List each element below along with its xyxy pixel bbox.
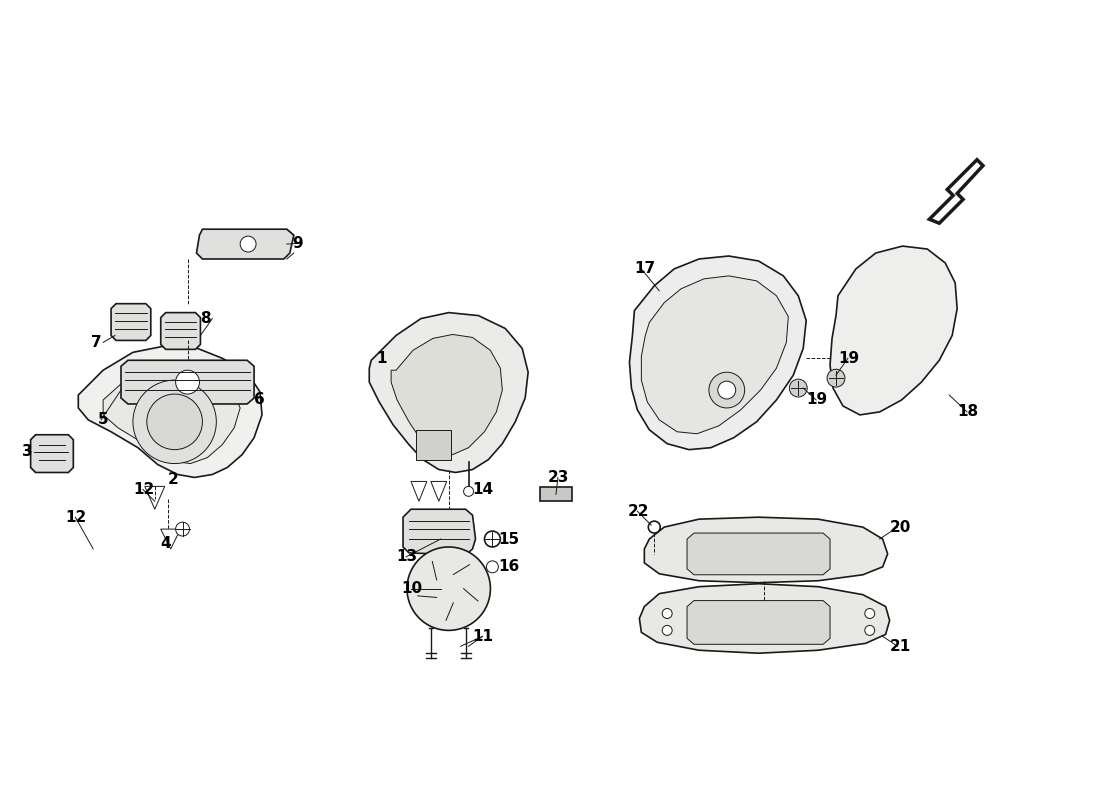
Polygon shape xyxy=(416,430,451,459)
Text: 23: 23 xyxy=(548,470,570,485)
Polygon shape xyxy=(540,487,572,502)
Polygon shape xyxy=(78,346,262,478)
Polygon shape xyxy=(411,482,427,502)
Circle shape xyxy=(662,609,672,618)
Circle shape xyxy=(240,236,256,252)
Text: 17: 17 xyxy=(635,262,656,277)
Text: 8: 8 xyxy=(200,311,211,326)
Polygon shape xyxy=(645,517,888,582)
Circle shape xyxy=(463,486,473,496)
Circle shape xyxy=(865,626,874,635)
Circle shape xyxy=(708,372,745,408)
Text: 14: 14 xyxy=(473,482,494,497)
Circle shape xyxy=(176,522,189,536)
Circle shape xyxy=(176,370,199,394)
Text: 10: 10 xyxy=(402,581,422,596)
Text: 11: 11 xyxy=(473,629,494,644)
Text: 21: 21 xyxy=(890,638,911,654)
Text: 15: 15 xyxy=(498,531,519,546)
Circle shape xyxy=(486,561,498,573)
Polygon shape xyxy=(145,486,165,510)
Polygon shape xyxy=(161,313,200,350)
Text: 20: 20 xyxy=(890,520,911,534)
Polygon shape xyxy=(31,434,74,473)
Circle shape xyxy=(648,521,660,533)
Text: 9: 9 xyxy=(292,235,302,250)
Text: 2: 2 xyxy=(167,472,178,487)
Circle shape xyxy=(865,609,874,618)
Circle shape xyxy=(662,626,672,635)
Text: 4: 4 xyxy=(161,537,172,551)
Polygon shape xyxy=(197,229,294,259)
Text: 5: 5 xyxy=(98,412,109,427)
Text: 18: 18 xyxy=(957,405,978,419)
Text: 19: 19 xyxy=(806,393,827,407)
Polygon shape xyxy=(392,334,503,454)
Polygon shape xyxy=(930,160,983,223)
Polygon shape xyxy=(161,529,180,549)
Polygon shape xyxy=(370,313,528,473)
Polygon shape xyxy=(162,404,190,430)
Polygon shape xyxy=(641,276,789,434)
Polygon shape xyxy=(688,533,830,574)
Circle shape xyxy=(146,394,202,450)
Text: 19: 19 xyxy=(838,350,859,366)
Text: 12: 12 xyxy=(65,510,87,525)
Text: 16: 16 xyxy=(498,559,519,574)
Polygon shape xyxy=(403,510,475,555)
Text: 12: 12 xyxy=(133,482,154,497)
Text: 13: 13 xyxy=(396,550,417,565)
Text: 1: 1 xyxy=(376,350,387,366)
Circle shape xyxy=(790,379,807,397)
Polygon shape xyxy=(688,601,830,644)
Circle shape xyxy=(718,381,736,399)
Circle shape xyxy=(827,370,845,387)
Text: 22: 22 xyxy=(627,504,649,518)
Polygon shape xyxy=(639,584,890,654)
Polygon shape xyxy=(830,246,957,415)
Text: 3: 3 xyxy=(22,444,32,459)
Polygon shape xyxy=(629,256,806,450)
Text: 6: 6 xyxy=(254,393,265,407)
Circle shape xyxy=(133,380,217,463)
Circle shape xyxy=(484,531,500,547)
Polygon shape xyxy=(111,304,151,341)
Polygon shape xyxy=(121,360,254,404)
Circle shape xyxy=(407,547,491,630)
Polygon shape xyxy=(103,363,240,463)
Text: 7: 7 xyxy=(91,335,102,350)
Polygon shape xyxy=(431,482,447,502)
